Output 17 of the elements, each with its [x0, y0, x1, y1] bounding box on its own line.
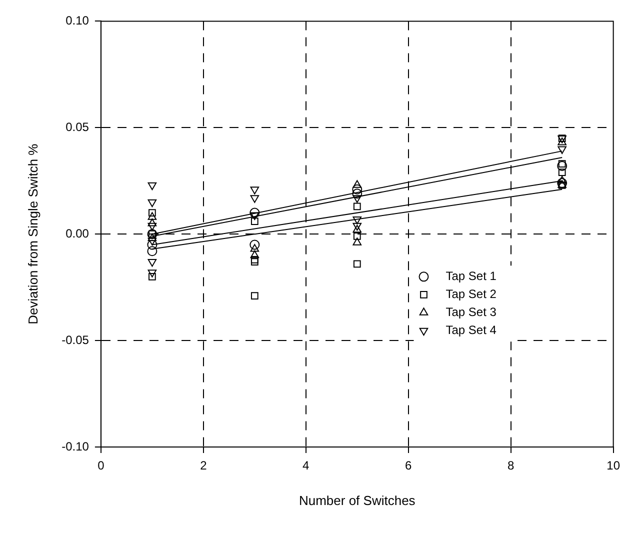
- x-tick-label: 10: [606, 458, 620, 473]
- y-tick-label: 0.05: [66, 120, 90, 134]
- y-tick-label: 0.10: [66, 14, 90, 28]
- legend-label: Tap Set 1: [446, 268, 497, 283]
- x-tick-label: 4: [302, 458, 310, 473]
- legend-label: Tap Set 2: [446, 286, 497, 301]
- y-axis-title: Deviation from Single Switch %: [25, 143, 40, 324]
- y-tick-label: -0.10: [62, 439, 90, 454]
- x-tick-label: 0: [98, 458, 105, 473]
- x-tick-label: 8: [508, 458, 515, 473]
- legend-label: Tap Set 3: [446, 304, 497, 319]
- x-tick-label: 2: [200, 458, 208, 473]
- x-tick-label: 6: [405, 458, 412, 473]
- y-tick-label: 0.00: [66, 226, 90, 240]
- y-tick-label: -0.05: [62, 332, 90, 347]
- legend-label: Tap Set 4: [446, 322, 497, 337]
- x-axis-title: Number of Switches: [298, 492, 416, 508]
